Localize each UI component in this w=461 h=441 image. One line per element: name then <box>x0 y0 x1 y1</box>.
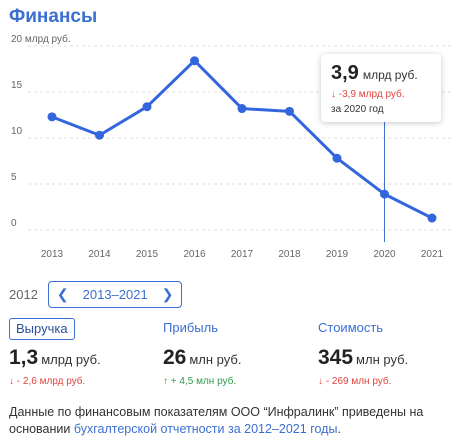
chart-tooltip: 3,9 млрд руб. ↓ -3,9 млрд руб. за 2020 го… <box>321 54 441 122</box>
range-start-year[interactable]: 2012 <box>9 286 38 302</box>
data-point <box>427 213 437 223</box>
tooltip-delta: ↓ -3,9 млрд руб. <box>331 89 405 100</box>
metric-unit: млн руб. <box>189 352 242 367</box>
revenue-line-chart[interactable]: 20 млрд руб. 15 10 5 0 2013 2014 2015 2016 2017 20… <box>0 32 461 267</box>
metric-delta: ↓ - 2,6 млрд руб. <box>9 376 86 387</box>
x-tick-label: 2016 <box>183 249 206 260</box>
x-tick-label: 2018 <box>278 249 301 260</box>
tooltip-period: за 2020 год <box>331 104 384 115</box>
x-tick-label: 2017 <box>231 249 254 260</box>
chart-svg: 20 млрд руб. 15 10 5 0 2013 2014 2015 2016 2017 20… <box>11 33 452 260</box>
footer-link[interactable]: бухгалтерской отчетности за 2012–2021 го… <box>73 422 338 436</box>
metric-delta: ↑ + 4,5 млн руб. <box>163 376 237 387</box>
x-tick-label: 2015 <box>136 249 159 260</box>
metric-label-revenue[interactable]: Выручка <box>9 318 75 340</box>
metric-value: 345 <box>318 346 354 369</box>
chevron-right-icon[interactable]: ❯ <box>161 285 174 302</box>
data-point <box>47 112 57 122</box>
metric-label-cost[interactable]: Стоимость <box>318 320 384 335</box>
metric-value-cost[interactable]: Стоимость 345 млн руб. ↓ - 269 млн руб. <box>318 318 408 387</box>
footer-note: Данные по финансовым показателям ООО “Ин… <box>9 404 454 438</box>
footer-text: Данные по финансовым показателям ООО “Ин… <box>9 405 424 436</box>
range-label[interactable]: 2013–2021 <box>82 286 148 302</box>
y-tick-label: 10 <box>11 126 23 137</box>
metric-value-row: 345 млн руб. <box>318 346 408 370</box>
data-point <box>142 102 152 112</box>
data-point <box>285 106 294 116</box>
tooltip-value-row: 3,9 млрд руб. <box>331 62 431 85</box>
y-tick-label: 0 <box>11 218 17 229</box>
data-point <box>237 104 247 114</box>
y-tick-label: 5 <box>11 172 17 183</box>
data-point <box>332 153 342 163</box>
metric-value: 26 <box>163 346 187 369</box>
period-selector: 2012 ❮ 2013–2021 ❯ <box>9 280 183 308</box>
data-point <box>95 130 104 140</box>
chevron-left-icon[interactable]: ❮ <box>56 285 69 302</box>
y-tick-label: 20 млрд руб. <box>11 33 71 45</box>
metric-delta: ↓ - 269 млн руб. <box>318 376 392 387</box>
y-tick-label: 15 <box>11 80 23 91</box>
x-tick-label: 2013 <box>41 249 64 260</box>
metric-revenue[interactable]: Выручка 1,3 млрд руб. ↓ - 2,6 млрд руб. <box>9 318 101 387</box>
x-tick-label: 2019 <box>326 249 349 260</box>
metric-unit: млн руб. <box>356 352 409 367</box>
x-tick-label: 2021 <box>421 249 444 260</box>
x-tick-label: 2014 <box>88 249 111 260</box>
metrics-row: Выручка 1,3 млрд руб. ↓ - 2,6 млрд руб. П… <box>9 318 454 393</box>
tooltip-unit: млрд руб. <box>362 68 418 82</box>
range-box: ❮ 2013–2021 ❯ <box>47 280 183 308</box>
x-tick-label: 2020 <box>373 249 396 260</box>
tooltip-value: 3,9 <box>331 62 359 84</box>
metric-value-row: 1,3 млрд руб. <box>9 346 101 370</box>
metric-unit: млрд руб. <box>41 352 101 367</box>
footer-end: . <box>337 422 341 436</box>
data-point <box>190 56 199 66</box>
section-title: Финансы <box>9 6 98 27</box>
metric-profit[interactable]: Прибыль 26 млн руб. ↑ + 4,5 млн руб. <box>163 318 241 387</box>
metric-label-profit[interactable]: Прибыль <box>163 320 218 335</box>
metric-value-row: 26 млн руб. <box>163 346 241 370</box>
metric-value: 1,3 <box>9 346 39 369</box>
data-point <box>380 189 389 199</box>
